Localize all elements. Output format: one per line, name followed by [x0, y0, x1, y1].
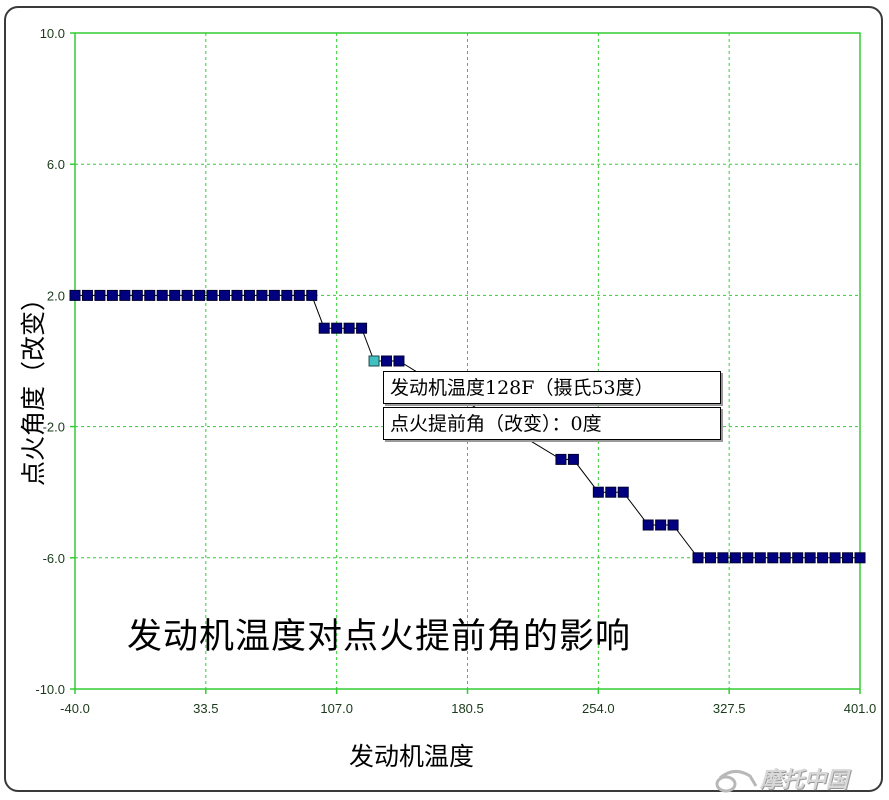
- data-point: [779, 552, 791, 564]
- data-point: [655, 519, 667, 531]
- x-tick-label: -40.0: [60, 701, 90, 716]
- data-point: [829, 552, 841, 564]
- data-point: [842, 552, 854, 564]
- data-point: [144, 289, 156, 301]
- data-point: [729, 552, 741, 564]
- data-point: [306, 289, 318, 301]
- data-point: [81, 289, 93, 301]
- data-point: [642, 519, 654, 531]
- data-point: [318, 322, 330, 334]
- highlighted-data-point: [368, 355, 380, 367]
- x-tick-label: 180.5: [451, 701, 484, 716]
- data-point: [617, 486, 629, 498]
- data-point: [854, 552, 866, 564]
- data-point: [256, 289, 268, 301]
- data-point: [692, 552, 704, 564]
- data-point: [767, 552, 779, 564]
- data-point: [69, 289, 81, 301]
- data-point: [131, 289, 143, 301]
- data-point: [293, 289, 305, 301]
- data-point: [181, 289, 193, 301]
- motorcycle-icon: [715, 770, 758, 793]
- data-point: [592, 486, 604, 498]
- chart-title: 发动机温度对点火提前角的影响: [127, 617, 632, 657]
- data-point: [206, 289, 218, 301]
- data-point: [119, 289, 131, 301]
- data-point: [804, 552, 816, 564]
- data-point: [717, 552, 729, 564]
- x-tick-label: 254.0: [582, 701, 615, 716]
- data-point: [667, 519, 679, 531]
- x-tick-label: 327.5: [713, 701, 746, 716]
- data-point: [754, 552, 766, 564]
- watermark-text: 摩托中国: [760, 768, 849, 793]
- x-tick-label: 33.5: [193, 701, 218, 716]
- data-point: [817, 552, 829, 564]
- data-point: [605, 486, 617, 498]
- data-point: [343, 322, 355, 334]
- y-tick-label: -10.0: [35, 682, 65, 697]
- y-tick-label: 2.0: [47, 288, 65, 303]
- y-tick-label: -2.0: [43, 420, 65, 435]
- data-point: [704, 552, 716, 564]
- y-tick-label: 6.0: [47, 157, 65, 172]
- data-point: [792, 552, 804, 564]
- data-point: [356, 322, 368, 334]
- data-point: [194, 289, 206, 301]
- data-point: [381, 355, 393, 367]
- data-point: [281, 289, 293, 301]
- y-axis-label: 点火角度（改变）: [19, 285, 48, 487]
- data-point: [156, 289, 168, 301]
- data-point: [742, 552, 754, 564]
- y-tick-label: -6.0: [43, 551, 65, 566]
- data-point: [169, 289, 181, 301]
- data-point: [219, 289, 231, 301]
- data-point: [555, 453, 567, 465]
- tooltip-ignition-angle: 点火提前角（改变）：0度: [383, 407, 721, 440]
- tooltip-temperature: 发动机温度128F（摄氏53度）: [383, 371, 721, 404]
- watermark-logo: 摩托中国: [712, 762, 882, 794]
- data-point: [268, 289, 280, 301]
- data-point: [567, 453, 579, 465]
- data-point: [231, 289, 243, 301]
- data-point: [331, 322, 343, 334]
- data-point: [94, 289, 106, 301]
- y-tick-label: 10.0: [40, 26, 65, 41]
- data-point: [393, 355, 405, 367]
- data-point: [106, 289, 118, 301]
- data-point: [243, 289, 255, 301]
- x-tick-label: 107.0: [320, 701, 353, 716]
- x-axis-label: 发动机温度: [349, 742, 475, 771]
- x-tick-label: 401.0: [844, 701, 877, 716]
